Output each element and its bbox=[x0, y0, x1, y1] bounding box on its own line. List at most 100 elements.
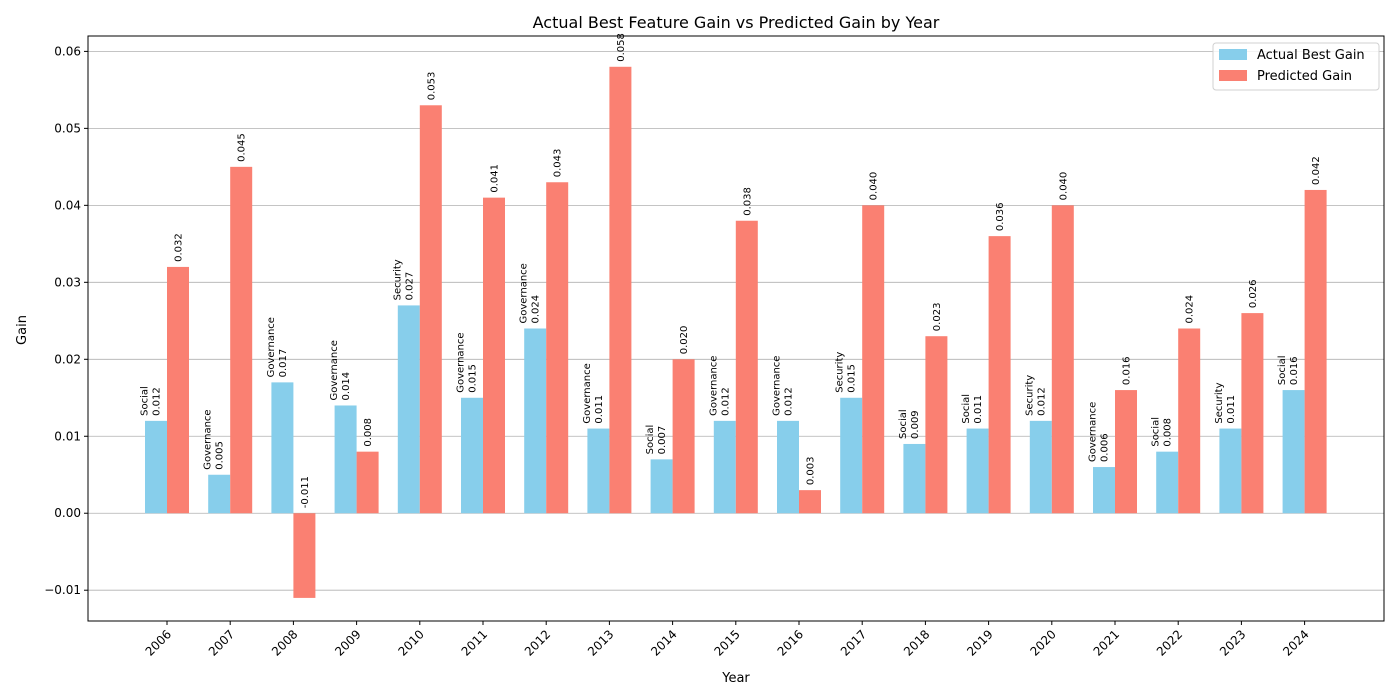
actual-gain-bar bbox=[208, 474, 231, 514]
legend-swatch-predicted bbox=[1219, 70, 1247, 81]
y-tick-label: −0.01 bbox=[44, 583, 81, 597]
actual-gain-label: 0.012 bbox=[720, 387, 731, 416]
x-tick-label: 2016 bbox=[775, 627, 806, 658]
actual-gain-bar bbox=[271, 382, 294, 514]
x-tick-label: 2013 bbox=[585, 627, 616, 658]
y-tick-label: 0.00 bbox=[54, 506, 81, 520]
predicted-gain-bar bbox=[735, 220, 758, 514]
feature-label: Security bbox=[1214, 382, 1225, 423]
actual-gain-bar bbox=[524, 328, 547, 514]
feature-label: Governance bbox=[772, 356, 783, 416]
x-axis-label: Year bbox=[721, 671, 750, 686]
feature-label: Governance bbox=[203, 409, 214, 469]
actual-gain-bar bbox=[840, 397, 863, 514]
actual-gain-bar bbox=[650, 459, 673, 514]
actual-gain-label: 0.007 bbox=[657, 426, 668, 455]
predicted-gain-label: 0.040 bbox=[869, 172, 880, 201]
y-tick-label: 0.01 bbox=[54, 429, 81, 443]
y-tick-label: 0.05 bbox=[54, 121, 81, 135]
actual-gain-bar bbox=[1029, 420, 1052, 514]
legend-label-actual: Actual Best Gain bbox=[1257, 48, 1365, 63]
predicted-gain-bar bbox=[356, 451, 379, 514]
predicted-gain-label: 0.016 bbox=[1122, 356, 1133, 385]
legend-swatch-actual bbox=[1219, 49, 1247, 60]
actual-gain-label: 0.008 bbox=[1163, 418, 1174, 447]
x-tick-label: 2006 bbox=[143, 627, 174, 658]
predicted-gain-label: 0.020 bbox=[679, 326, 690, 355]
feature-label: Social bbox=[1277, 355, 1288, 385]
x-tick-label: 2009 bbox=[332, 627, 363, 658]
predicted-gain-label: 0.043 bbox=[553, 149, 564, 178]
predicted-gain-label: 0.023 bbox=[932, 303, 943, 332]
actual-gain-bar bbox=[1156, 451, 1179, 514]
chart-title: Actual Best Feature Gain vs Predicted Ga… bbox=[533, 13, 940, 32]
y-axis-label: Gain bbox=[15, 315, 30, 345]
x-tick-label: 2020 bbox=[1027, 627, 1058, 658]
actual-gain-label: 0.005 bbox=[215, 441, 226, 470]
actual-gain-bar bbox=[397, 305, 420, 514]
feature-label: Security bbox=[835, 352, 846, 393]
predicted-gain-bar bbox=[1304, 189, 1327, 514]
predicted-gain-label: 0.038 bbox=[742, 187, 753, 216]
predicted-gain-bar bbox=[167, 266, 189, 514]
actual-gain-bar bbox=[145, 420, 167, 514]
predicted-gain-label: 0.032 bbox=[174, 233, 185, 262]
x-tick-label: 2021 bbox=[1091, 627, 1122, 658]
y-tick-label: 0.02 bbox=[54, 352, 81, 366]
predicted-gain-label: 0.003 bbox=[806, 457, 817, 486]
y-tick-label: 0.06 bbox=[54, 44, 81, 58]
bar-labels: 0.012Social0.0320.005Governance0.0450.01… bbox=[140, 33, 1323, 508]
predicted-gain-label: 0.040 bbox=[1058, 172, 1069, 201]
y-tick-label: 0.03 bbox=[54, 275, 81, 289]
predicted-gain-bar bbox=[988, 236, 1011, 514]
predicted-gain-label: 0.036 bbox=[995, 202, 1006, 231]
predicted-gain-label: 0.024 bbox=[1185, 295, 1196, 324]
actual-gain-bar bbox=[1093, 467, 1115, 514]
legend-box bbox=[1212, 42, 1380, 91]
predicted-gain-bar bbox=[419, 105, 442, 514]
actual-gain-bar bbox=[903, 443, 926, 514]
x-tick-label: 2008 bbox=[269, 627, 300, 658]
y-tick-label: 0.04 bbox=[54, 198, 81, 212]
feature-label: Social bbox=[898, 409, 909, 439]
predicted-gain-label: 0.042 bbox=[1311, 156, 1322, 185]
x-tick-label: 2015 bbox=[711, 627, 742, 658]
legend: Actual Best Gain Predicted Gain bbox=[1212, 42, 1380, 91]
predicted-gain-bar bbox=[1115, 390, 1137, 514]
predicted-gain-bar bbox=[1241, 313, 1264, 514]
actual-gain-bar bbox=[461, 397, 483, 514]
x-axis: 2006 2007 2008 2009 2010 2011 2012 2013 2014 2015… bbox=[143, 621, 1312, 659]
actual-gain-bar bbox=[587, 428, 610, 514]
predicted-gain-bar bbox=[230, 166, 253, 514]
actual-gain-label: 0.009 bbox=[910, 410, 921, 439]
x-tick-label: 2017 bbox=[838, 627, 869, 658]
feature-label: Governance bbox=[519, 263, 530, 323]
actual-gain-label: 0.011 bbox=[973, 395, 984, 424]
predicted-gain-label: 0.058 bbox=[616, 33, 627, 62]
predicted-gain-label: 0.045 bbox=[237, 133, 248, 162]
x-tick-label: 2018 bbox=[901, 627, 932, 658]
feature-label: Social bbox=[961, 394, 972, 424]
actual-gain-bar bbox=[777, 420, 799, 514]
y-axis: −0.01 0.00 0.01 0.02 0.03 0.04 0.05 0.06 bbox=[44, 44, 88, 597]
predicted-gain-bar bbox=[672, 359, 695, 514]
actual-gain-label: 0.027 bbox=[404, 272, 415, 301]
predicted-gain-bar bbox=[925, 336, 948, 514]
feature-label: Security bbox=[392, 259, 403, 300]
feature-label: Governance bbox=[456, 332, 467, 392]
predicted-gain-bar bbox=[609, 66, 632, 514]
actual-gain-label: 0.014 bbox=[341, 372, 352, 401]
actual-gain-label: 0.006 bbox=[1100, 433, 1111, 462]
feature-label: Social bbox=[1151, 417, 1162, 447]
x-tick-label: 2019 bbox=[964, 627, 995, 658]
x-tick-label: 2007 bbox=[206, 627, 237, 658]
actual-gain-label: 0.011 bbox=[594, 395, 605, 424]
actual-gain-label: 0.024 bbox=[531, 295, 542, 324]
feature-label: Social bbox=[645, 425, 656, 455]
actual-gain-label: 0.017 bbox=[278, 349, 289, 378]
feature-label: Social bbox=[140, 386, 151, 416]
x-tick-label: 2014 bbox=[648, 627, 679, 658]
predicted-gain-bar bbox=[1051, 205, 1074, 514]
actual-gain-bar bbox=[334, 405, 357, 514]
